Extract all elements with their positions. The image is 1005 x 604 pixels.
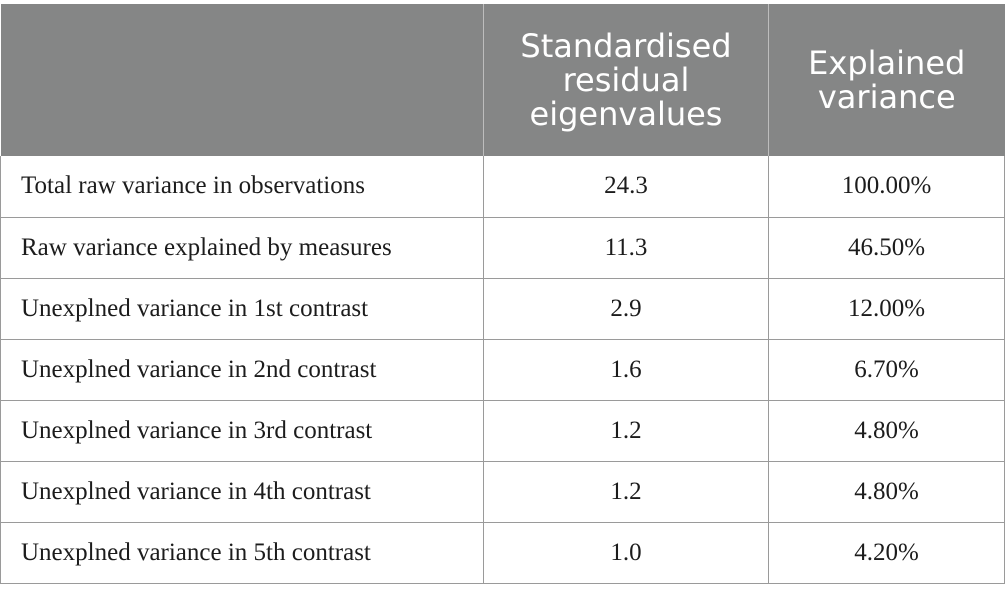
row-label: Raw variance explained by measures: [0, 217, 484, 279]
eigenvalue-cell: 1.2: [483, 400, 769, 462]
explained-variance-cell: 4.80%: [768, 461, 1005, 523]
eigenvalue-cell: 1.6: [483, 339, 769, 401]
eigenvalue-cell: 24.3: [483, 156, 769, 218]
explained-variance-cell: 12.00%: [768, 278, 1005, 340]
header-standardised-residual-eigenvalues: Standardised residual eigenvalues: [483, 4, 769, 156]
table-row: Unexplned variance in 4th contrast 1.2 4…: [0, 461, 1005, 523]
eigenvalue-cell: 11.3: [483, 217, 769, 279]
eigenvalue-cell: 1.0: [483, 522, 769, 584]
table-row: Unexplned variance in 5th contrast 1.0 4…: [0, 522, 1005, 584]
eigenvalue-cell: 2.9: [483, 278, 769, 340]
row-label: Unexplned variance in 1st contrast: [0, 278, 484, 340]
row-label: Total raw variance in observations: [0, 156, 484, 218]
explained-variance-cell: 6.70%: [768, 339, 1005, 401]
table-row: Raw variance explained by measures 11.3 …: [0, 217, 1005, 279]
row-label: Unexplned variance in 4th contrast: [0, 461, 484, 523]
table-header: Standardised residual eigenvalues Explai…: [0, 4, 1005, 156]
table-row: Unexplned variance in 3rd contrast 1.2 4…: [0, 400, 1005, 462]
variance-table-container: Standardised residual eigenvalues Explai…: [0, 4, 1005, 584]
row-label: Unexplned variance in 5th contrast: [0, 522, 484, 584]
header-row: Standardised residual eigenvalues Explai…: [0, 4, 1005, 156]
header-empty-cell: [0, 4, 484, 156]
table-row: Unexplned variance in 2nd contrast 1.6 6…: [0, 339, 1005, 401]
explained-variance-cell: 100.00%: [768, 156, 1005, 218]
variance-table: Standardised residual eigenvalues Explai…: [0, 4, 1005, 584]
table-body: Total raw variance in observations 24.3 …: [0, 156, 1005, 584]
explained-variance-cell: 4.80%: [768, 400, 1005, 462]
eigenvalue-cell: 1.2: [483, 461, 769, 523]
table-row: Unexplned variance in 1st contrast 2.9 1…: [0, 278, 1005, 340]
header-explained-variance: Explained variance: [768, 4, 1005, 156]
explained-variance-cell: 46.50%: [768, 217, 1005, 279]
table-row: Total raw variance in observations 24.3 …: [0, 156, 1005, 218]
explained-variance-cell: 4.20%: [768, 522, 1005, 584]
row-label: Unexplned variance in 2nd contrast: [0, 339, 484, 401]
row-label: Unexplned variance in 3rd contrast: [0, 400, 484, 462]
